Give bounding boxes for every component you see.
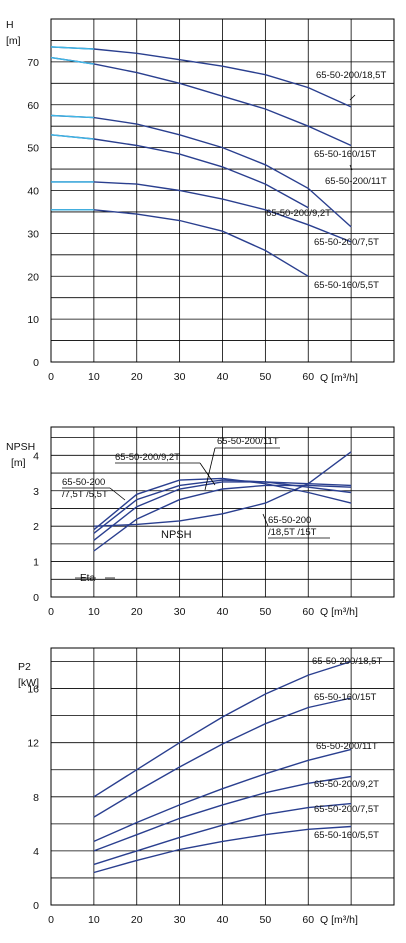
y-axis-unit: [m] [11,457,26,469]
label-leader [204,447,216,491]
series-line-start [50,46,94,50]
x-tick-label: 30 [174,371,186,383]
series-line [50,134,309,209]
y-tick-label: 4 [33,450,39,462]
x-axis-label: Q [m³/h] [320,606,358,618]
series-label: 65-50-200 [62,477,105,488]
y-tick-label: 0 [33,592,39,604]
x-tick-label: 30 [174,914,186,926]
x-tick-label: 20 [131,606,143,618]
x-tick-label: 0 [48,914,54,926]
series-label: 65-50-160/5,5T [314,830,379,841]
y-tick-label: 3 [33,486,39,498]
label-leader [262,513,269,527]
series-label: 65-50-160/5,5T [314,280,379,291]
x-tick-label: 0 [48,371,54,383]
series-label: 65-50-200/11T [325,176,387,187]
series-line [51,181,352,243]
x-tick-label: 20 [131,914,143,926]
label-leader [349,94,356,101]
x-tick-label: 40 [217,606,229,618]
series-line [50,46,352,108]
x-axis-label: Q [m³/h] [320,914,358,926]
x-tick-label: 40 [217,371,229,383]
y-tick-label: 10 [27,314,39,326]
series-label: 65-50-160/15T [314,692,377,703]
y-axis-unit: [kW] [18,677,39,689]
series-label: NPSH [161,529,192,541]
x-tick-label: 60 [302,914,314,926]
x-tick-label: 10 [88,371,100,383]
y-tick-label: 20 [27,271,39,283]
series-label: /7,5T /5,5T [62,489,108,500]
series-label: 65-50-200/9,2T [115,452,180,463]
x-tick-label: 50 [260,606,272,618]
series-line [93,697,352,818]
series-line-start [50,134,94,140]
series-label: 65-50-200/9,2T [266,208,331,219]
series-label: 65-50-200/11T [217,436,279,447]
y-axis-unit: [m] [6,35,21,47]
series-line [93,484,352,552]
x-tick-label: 60 [302,606,314,618]
y-tick-label: 60 [27,100,39,112]
series-line [93,660,352,798]
y-axis-label: NPSH [6,441,35,453]
series-label: 65-50-200/18,5T [316,70,386,81]
series-label: 65-50-200 [268,515,311,526]
series-line [93,802,352,866]
y-tick-label: 2 [33,521,39,533]
x-tick-label: 10 [88,606,100,618]
x-tick-label: 0 [48,606,54,618]
y-tick-label: 12 [27,738,39,750]
series-line [50,56,352,147]
x-tick-label: 50 [260,371,272,383]
series-label: 65-50-200/7,5T [314,804,379,815]
series-label: 65-50-200/9,2T [314,779,379,790]
y-tick-label: 50 [27,143,39,155]
x-tick-label: 10 [88,914,100,926]
x-tick-label: 40 [217,914,229,926]
series-line [93,481,352,541]
x-tick-label: 60 [302,371,314,383]
y-tick-label: 8 [33,792,39,804]
y-axis-label: H [6,19,14,31]
series-line [93,748,352,843]
series-line-start [50,114,94,119]
series-label: 65-50-200/7,5T [314,237,379,248]
label-leader [109,487,126,501]
x-tick-label: 50 [260,914,272,926]
series-label: 65-50-200/11T [316,741,378,752]
series-label: /18,5T /15T [268,527,317,538]
label-leader [349,164,353,171]
y-tick-label: 0 [33,357,39,369]
y-tick-label: 70 [27,57,39,69]
series-line-start [50,56,94,65]
series-line [93,477,352,531]
y-tick-label: 0 [33,900,39,912]
label-leader [199,462,216,486]
series-line [93,825,352,874]
y-tick-label: 1 [33,557,39,569]
series-line [93,479,352,534]
series-line [93,775,352,852]
y-tick-label: 16 [27,684,39,696]
series-line [50,114,352,228]
x-tick-label: 30 [174,606,186,618]
x-axis-label: Q [m³/h] [320,372,358,384]
series-line [51,209,309,277]
series-label: Eta [80,573,95,584]
y-tick-label: 4 [33,846,39,858]
y-tick-label: 40 [27,186,39,198]
y-tick-label: 30 [27,228,39,240]
series-label: 65-50-200/18,5T [312,656,382,667]
y-axis-label: P2 [18,661,31,673]
series-label: 65-50-160/15T [314,149,377,160]
x-tick-label: 20 [131,371,143,383]
